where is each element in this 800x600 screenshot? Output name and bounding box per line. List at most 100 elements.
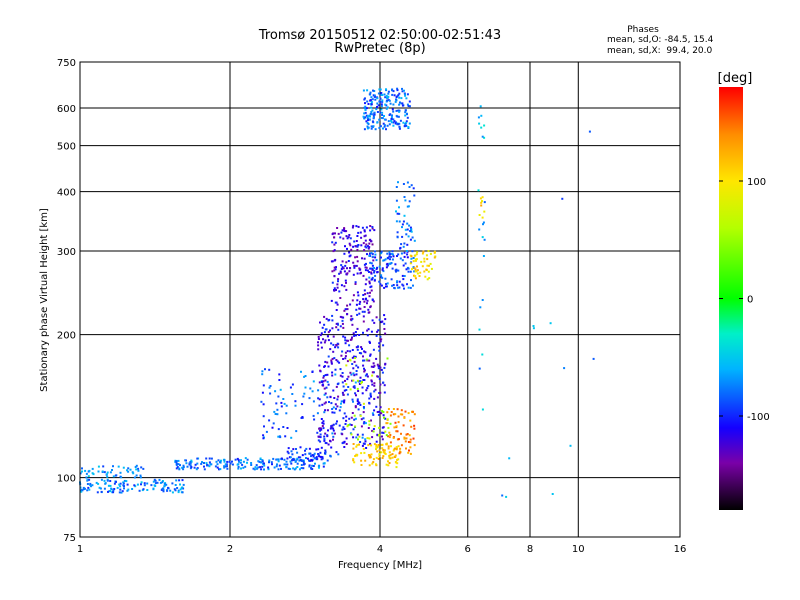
data-point bbox=[223, 466, 226, 469]
data-point bbox=[362, 402, 365, 405]
data-point bbox=[407, 105, 410, 107]
data-point bbox=[383, 416, 385, 419]
data-point bbox=[359, 300, 362, 303]
data-point bbox=[317, 335, 320, 338]
data-point bbox=[196, 457, 199, 460]
data-point bbox=[364, 234, 367, 237]
data-point bbox=[481, 299, 484, 301]
data-point bbox=[398, 212, 401, 215]
data-point bbox=[411, 236, 414, 239]
data-point bbox=[361, 257, 363, 260]
data-point bbox=[87, 486, 90, 489]
data-point bbox=[271, 463, 273, 466]
data-point bbox=[378, 455, 381, 458]
data-point bbox=[386, 106, 389, 109]
data-point bbox=[277, 458, 280, 461]
data-point bbox=[182, 483, 185, 486]
data-point bbox=[205, 457, 208, 460]
data-point bbox=[369, 252, 371, 255]
data-point bbox=[394, 455, 397, 458]
data-point bbox=[386, 262, 389, 265]
data-point bbox=[289, 386, 292, 389]
data-point bbox=[403, 416, 406, 419]
data-point bbox=[319, 321, 321, 324]
data-point bbox=[386, 418, 389, 421]
data-point bbox=[351, 336, 353, 339]
data-point bbox=[402, 424, 405, 427]
data-point bbox=[372, 94, 375, 97]
data-point bbox=[242, 460, 245, 463]
data-point bbox=[294, 400, 297, 403]
data-point bbox=[402, 183, 405, 185]
data-point bbox=[376, 121, 379, 124]
data-point bbox=[367, 123, 370, 125]
data-point bbox=[318, 427, 321, 430]
data-point bbox=[384, 430, 387, 433]
data-point bbox=[398, 96, 401, 99]
data-point bbox=[478, 328, 481, 331]
data-point bbox=[378, 392, 381, 394]
data-point bbox=[479, 306, 482, 309]
data-point bbox=[420, 260, 423, 263]
data-point bbox=[398, 122, 401, 125]
data-point bbox=[313, 418, 316, 421]
data-point bbox=[323, 438, 326, 441]
data-point bbox=[215, 460, 218, 463]
data-point bbox=[401, 413, 404, 416]
data-point bbox=[337, 280, 339, 283]
data-point bbox=[335, 359, 338, 361]
data-point bbox=[371, 255, 374, 258]
data-point bbox=[331, 357, 334, 360]
data-point bbox=[394, 100, 397, 103]
data-point bbox=[379, 125, 382, 128]
data-point bbox=[345, 288, 348, 291]
data-point bbox=[366, 115, 369, 118]
data-point bbox=[322, 375, 325, 377]
data-point bbox=[308, 447, 311, 450]
data-point bbox=[370, 380, 373, 383]
data-point bbox=[139, 476, 142, 479]
data-point bbox=[352, 261, 355, 264]
data-point bbox=[364, 97, 366, 100]
data-point bbox=[335, 451, 338, 454]
data-point bbox=[532, 325, 535, 327]
data-point bbox=[234, 458, 237, 461]
data-point bbox=[390, 121, 393, 124]
data-point bbox=[404, 228, 407, 231]
data-point bbox=[398, 206, 400, 209]
data-point bbox=[368, 401, 371, 404]
data-point bbox=[179, 483, 181, 486]
data-point bbox=[299, 456, 302, 459]
data-point bbox=[374, 253, 377, 256]
grid-lines bbox=[80, 62, 680, 537]
data-point bbox=[382, 411, 385, 413]
data-point bbox=[322, 380, 325, 383]
data-point bbox=[387, 447, 390, 450]
data-point bbox=[368, 311, 371, 314]
data-point bbox=[368, 114, 371, 117]
data-point bbox=[258, 460, 261, 463]
data-point bbox=[372, 125, 375, 128]
data-point bbox=[177, 463, 180, 466]
data-point bbox=[165, 483, 168, 486]
data-point bbox=[299, 468, 301, 471]
data-point bbox=[384, 363, 387, 366]
data-point bbox=[346, 378, 349, 381]
data-point bbox=[356, 244, 359, 247]
data-point bbox=[337, 328, 340, 331]
data-point bbox=[406, 116, 409, 119]
data-point bbox=[396, 89, 399, 92]
data-point bbox=[223, 458, 226, 461]
data-point bbox=[190, 459, 193, 462]
data-point bbox=[331, 432, 334, 435]
data-point bbox=[375, 456, 378, 459]
data-point bbox=[113, 482, 116, 485]
data-point bbox=[352, 245, 355, 248]
data-point bbox=[377, 329, 380, 332]
data-point bbox=[333, 275, 336, 278]
data-point bbox=[426, 278, 429, 281]
data-point bbox=[378, 118, 381, 121]
data-point bbox=[406, 103, 409, 106]
data-point bbox=[391, 114, 393, 117]
data-point bbox=[208, 465, 211, 468]
